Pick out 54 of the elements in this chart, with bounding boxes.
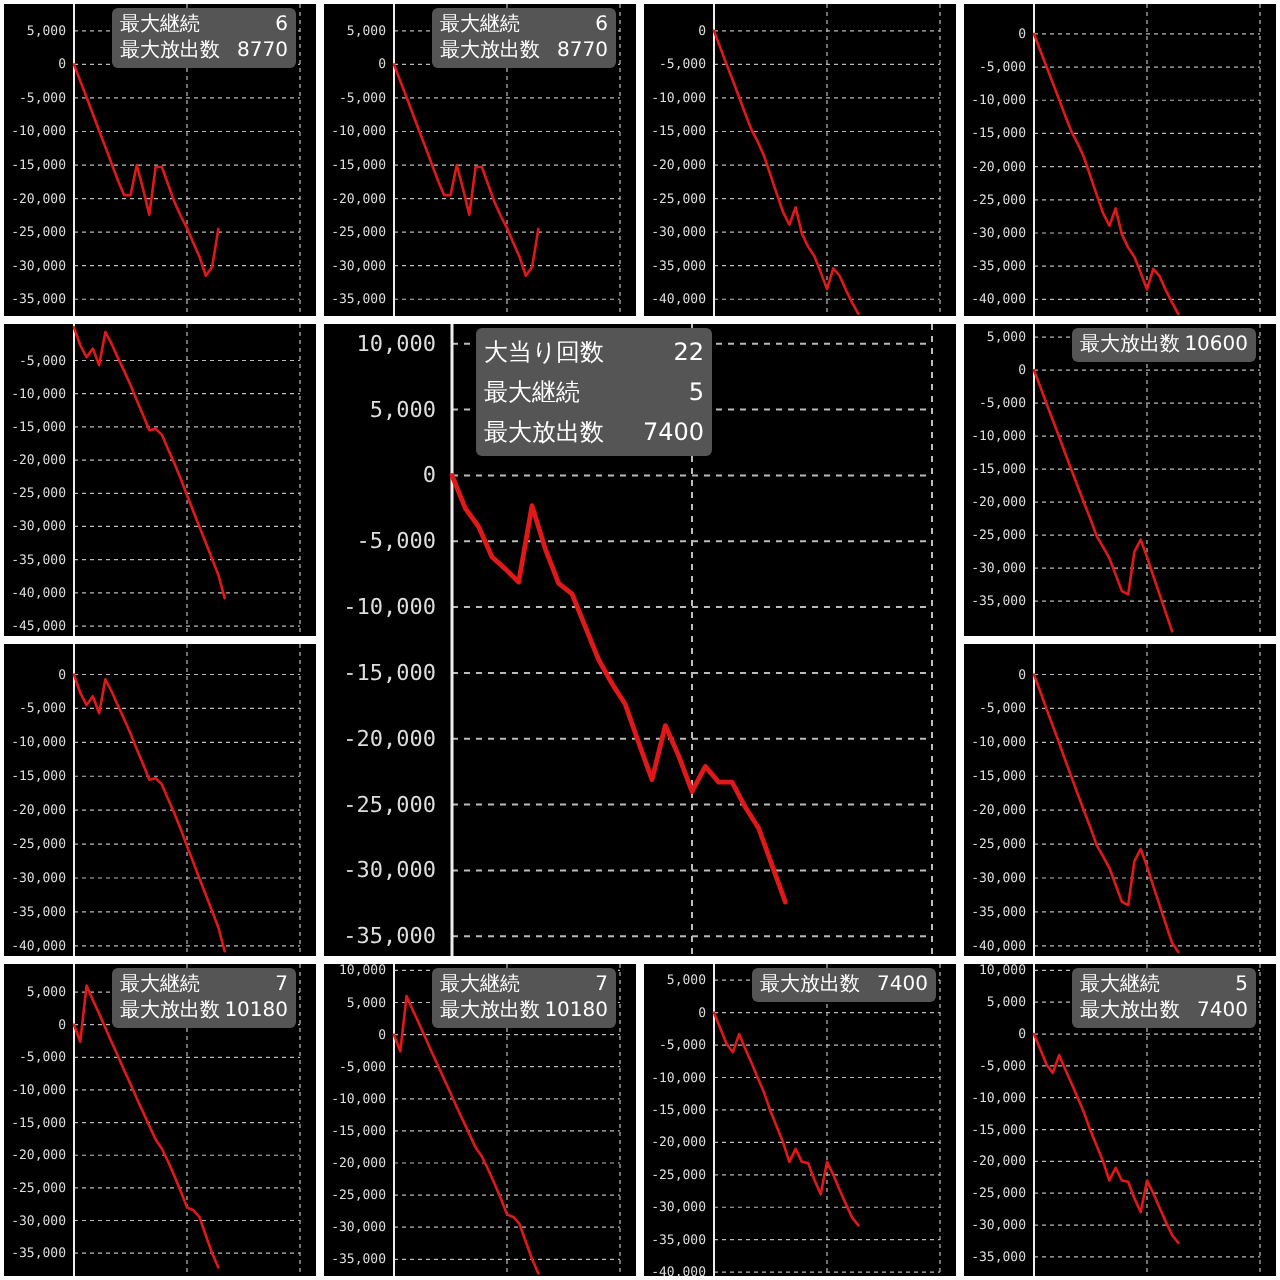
y-tick-label: 5,000 xyxy=(369,396,436,423)
annotation: 6 xyxy=(275,14,288,36)
annotation: 最大継続 xyxy=(440,972,520,996)
annotation: 6 xyxy=(595,14,608,36)
annotation: 8770 xyxy=(237,40,288,62)
annotation: 5 xyxy=(688,378,704,406)
annotation: 最大放出数 xyxy=(440,998,540,1022)
line-series xyxy=(1032,32,1180,316)
y-tick-label: -15,000 xyxy=(343,659,436,686)
line-series xyxy=(392,63,540,278)
line-series xyxy=(392,994,540,1275)
y-tick-label: -5,000 xyxy=(356,528,436,555)
line-series xyxy=(1032,673,1180,954)
line-series xyxy=(1032,368,1174,633)
y-tick-label: -20,000 xyxy=(343,725,436,752)
line-series xyxy=(449,473,788,905)
annotation: 大当り回数 xyxy=(484,338,604,366)
annotation: 最大継続 xyxy=(484,378,580,406)
annotation: 22 xyxy=(673,338,704,366)
annotation: 8770 xyxy=(557,40,608,62)
annotation: 最大継続 xyxy=(440,12,520,36)
line-series xyxy=(72,326,226,600)
annotation: 最大継続 xyxy=(120,972,200,996)
y-tick-label: -10,000 xyxy=(343,594,436,621)
annotation: 10180 xyxy=(544,1000,608,1022)
annotation: 10180 xyxy=(224,1000,288,1022)
annotation: 最大継続 xyxy=(120,12,200,36)
annotation: 7400 xyxy=(877,974,928,996)
annotation: 最大放出数 xyxy=(1080,332,1180,356)
line-series xyxy=(712,29,860,316)
annotation: 最大放出数 xyxy=(440,38,540,62)
y-tick-label: 10,000 xyxy=(356,330,436,357)
info-box: 最大放出数 7400 xyxy=(752,968,936,1002)
line-series xyxy=(712,1011,860,1227)
annotation: 5 xyxy=(1235,974,1248,996)
line-series xyxy=(1032,1032,1180,1245)
annotation: 最大継続 xyxy=(1080,972,1160,996)
annotation: 最大放出数 xyxy=(120,38,220,62)
annotation: 10600 xyxy=(1184,334,1248,356)
annotation: 最大放出数 xyxy=(120,998,220,1022)
line-series xyxy=(72,673,226,953)
line-series xyxy=(72,63,220,278)
annotation: 7 xyxy=(595,974,608,996)
y-tick-label: 0 xyxy=(422,462,436,489)
y-tick-label: -35,000 xyxy=(343,923,436,950)
annotation: 7400 xyxy=(642,418,704,446)
annotation: 最大放出数 xyxy=(484,418,604,446)
annotation: 最大放出数 xyxy=(1080,998,1180,1022)
annotation: 7400 xyxy=(1197,1000,1248,1022)
annotation: 最大放出数 xyxy=(760,972,860,996)
y-tick-label: -30,000 xyxy=(343,857,436,884)
y-tick-label: -25,000 xyxy=(343,791,436,818)
annotation: 7 xyxy=(275,974,288,996)
info-box: 最大放出数 10600 xyxy=(1072,328,1256,362)
